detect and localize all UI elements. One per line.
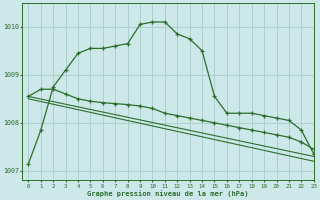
X-axis label: Graphe pression niveau de la mer (hPa): Graphe pression niveau de la mer (hPa) (87, 190, 249, 197)
